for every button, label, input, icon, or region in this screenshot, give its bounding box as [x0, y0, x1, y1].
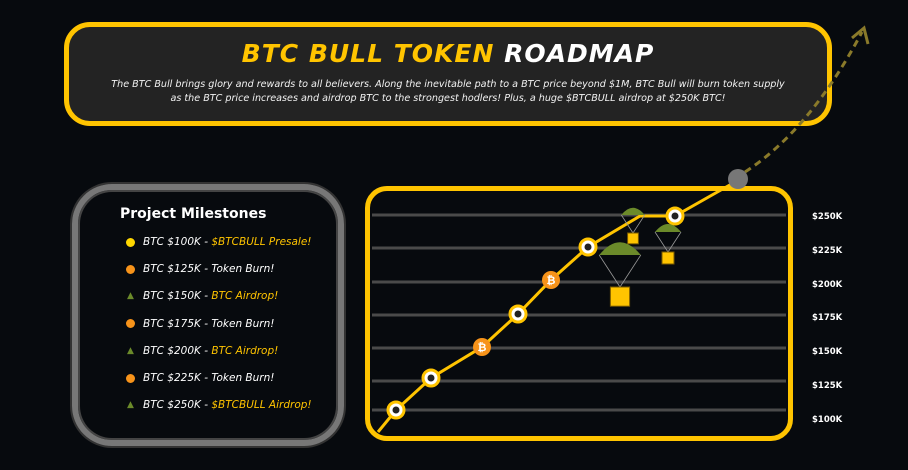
crate-icon	[609, 286, 631, 307]
parachute-icon: ▲	[127, 400, 134, 411]
crate-icon	[661, 251, 675, 265]
milestone-item: ▲ BTC $200K - BTC Airdrop!	[127, 344, 279, 357]
milestone-node-center	[427, 374, 435, 382]
roadmap-chart-frame	[365, 186, 793, 441]
parachute-icon	[655, 224, 681, 232]
y-axis-label: $150K	[812, 347, 843, 357]
milestone-item: BTC $175K - Token Burn!	[126, 318, 274, 330]
page-title: BTC BULL TOKEN ROADMAP	[241, 39, 655, 68]
orange-dot-icon	[126, 373, 135, 383]
milestone-item: BTC $225K - Token Burn!	[126, 372, 274, 384]
milestone-item: ▲ BTC $150K - BTC Airdrop!	[127, 290, 279, 303]
milestone-node-center	[392, 406, 400, 414]
future-path-arrow	[744, 31, 864, 174]
bitcoin-icon	[542, 271, 560, 289]
milestone-node-center	[584, 243, 592, 251]
milestones-title: Project Milestones	[120, 206, 267, 222]
milestone-item: ▲ BTC $250K - $BTCBULL Airdrop!	[127, 399, 312, 412]
y-axis-label: $225K	[812, 246, 843, 256]
roadmap-description: The BTC Bull brings glory and rewards to…	[111, 79, 785, 104]
arrow-head-icon	[851, 25, 870, 45]
parachute-icon: ▲	[127, 291, 134, 302]
parachute-lines	[620, 214, 646, 234]
bull-icon	[728, 169, 748, 189]
milestone-node-center	[671, 212, 679, 220]
bitcoin-symbol: ₿	[478, 341, 487, 354]
milestones-panel: Project Milestones	[72, 184, 344, 446]
bitcoin-symbol: ₿	[547, 274, 556, 287]
y-axis-label: $125K	[812, 381, 843, 391]
bitcoin-icon	[473, 338, 491, 356]
y-axis-label: $100K	[812, 415, 843, 425]
parachute-lines	[654, 231, 682, 253]
y-axis-label: $250K	[812, 212, 843, 222]
roadmap-header: BTC BULL TOKEN ROADMAP The BTC Bull brin…	[64, 22, 832, 126]
orange-dot-icon	[126, 264, 135, 274]
y-axis-label: $175K	[812, 313, 843, 323]
parachute-icon	[621, 207, 645, 215]
parachute-icon: ▲	[127, 345, 134, 356]
yellow-dot-icon	[126, 237, 135, 247]
y-axis-label: $200K	[812, 280, 843, 290]
milestone-item: BTC $100K - $BTCBULL Presale!	[126, 236, 312, 248]
parachute-icon	[599, 242, 641, 255]
price-path	[376, 180, 736, 433]
parachute-lines	[598, 254, 642, 288]
milestone-node-center	[514, 310, 522, 318]
orange-dot-icon	[126, 319, 135, 329]
milestone-item: BTC $125K - Token Burn!	[126, 263, 274, 275]
crate-icon	[627, 232, 639, 245]
